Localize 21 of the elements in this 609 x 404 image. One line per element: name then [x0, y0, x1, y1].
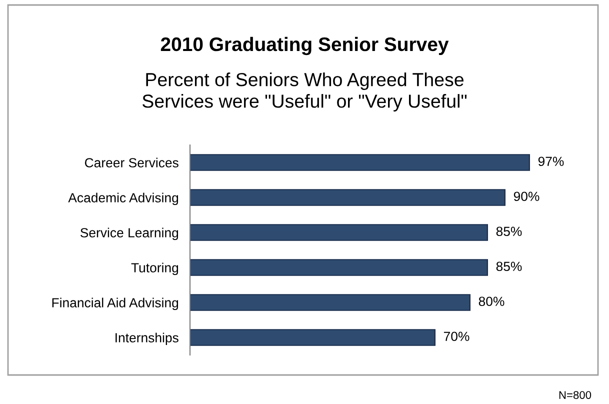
bar — [190, 329, 436, 346]
y-tick-label: Academic Advising — [68, 192, 178, 206]
bar — [190, 189, 506, 206]
y-tick-label: Career Services — [84, 158, 178, 168]
chart-title: 2010 Graduating Senior Survey — [160, 36, 449, 56]
bar — [190, 224, 488, 241]
data-label: 90% — [514, 192, 540, 202]
bar — [190, 259, 488, 276]
data-label: 70% — [444, 332, 470, 342]
data-label: 85% — [496, 226, 522, 236]
data-label: 85% — [496, 262, 522, 272]
data-label: 97% — [538, 156, 564, 166]
y-tick-label: Service Learning — [80, 228, 178, 240]
y-tick-label: Tutoring — [131, 262, 178, 276]
text: N=800 — [559, 391, 592, 399]
bar — [190, 154, 530, 171]
bar — [190, 294, 471, 311]
y-tick-label: Internships — [116, 332, 178, 346]
data-label: 80% — [478, 296, 504, 306]
chart-subtitle: Percent of Seniors Who Agreed These Services were "Useful" or "Very Useful" — [142, 72, 467, 112]
y-tick-label: Financial Aid Advising — [52, 298, 178, 310]
